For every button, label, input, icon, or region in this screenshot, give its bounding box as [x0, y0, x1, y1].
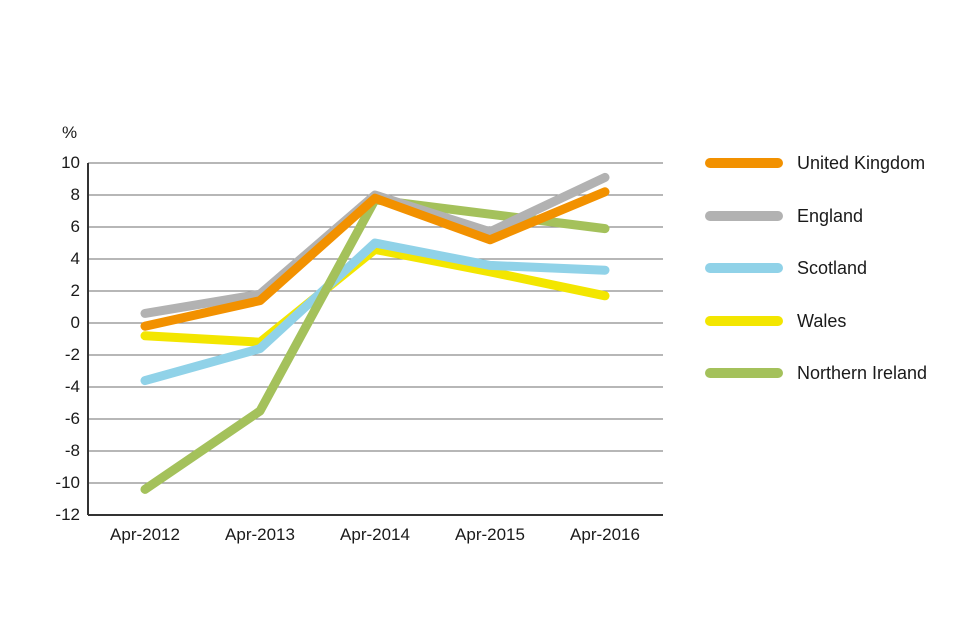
y-axis-tick-label: 8 — [70, 185, 80, 204]
legend-label: Northern Ireland — [797, 363, 928, 383]
legend-swatch-united-kingdom — [705, 158, 783, 168]
series-line-wales — [140, 244, 610, 347]
legend-swatch-england — [705, 211, 783, 221]
x-axis-tick-label: Apr-2014 — [340, 525, 410, 544]
y-axis-tick-label: 6 — [70, 217, 80, 236]
y-axis-unit-label: % — [62, 123, 78, 142]
legend-item-scotland: Scotland — [705, 255, 867, 281]
x-axis-tick-label: Apr-2013 — [225, 525, 295, 544]
legend-item-england: England — [705, 203, 863, 229]
legend-item-wales: Wales — [705, 308, 846, 334]
legend-item-united-kingdom: United Kingdom — [705, 150, 925, 176]
y-axis-tick-label: 10 — [61, 153, 80, 172]
y-axis-tick-label: -10 — [55, 473, 80, 492]
legend-swatch-wales — [705, 316, 783, 326]
y-axis-tick-label: 0 — [70, 313, 80, 332]
legend-item-northern-ireland: Northern Ireland — [705, 360, 927, 386]
x-axis-tick-label: Apr-2012 — [110, 525, 180, 544]
x-axis-tick-label: Apr-2016 — [570, 525, 640, 544]
legend-label: Scotland — [797, 258, 868, 278]
legend-label: England — [797, 206, 864, 226]
series-line-united-kingdom — [140, 187, 610, 331]
y-axis-tick-label: -12 — [55, 505, 80, 524]
legend-label: Wales — [797, 311, 847, 331]
series-line-scotland — [140, 238, 610, 386]
legend: United Kingdom England Scotland Wales No… — [705, 0, 955, 640]
legend-label: United Kingdom — [797, 153, 926, 173]
y-axis-tick-label: -6 — [64, 409, 80, 428]
legend-swatch-northern-ireland — [705, 368, 783, 378]
legend-swatch-scotland — [705, 263, 783, 273]
x-axis-tick-label: Apr-2015 — [455, 525, 525, 544]
y-axis-tick-label: 2 — [70, 281, 80, 300]
y-axis-tick-label: -4 — [64, 377, 80, 396]
y-axis-tick-label: 4 — [70, 249, 80, 268]
y-axis-tick-label: -2 — [64, 345, 80, 364]
y-axis-tick-label: -8 — [64, 441, 80, 460]
